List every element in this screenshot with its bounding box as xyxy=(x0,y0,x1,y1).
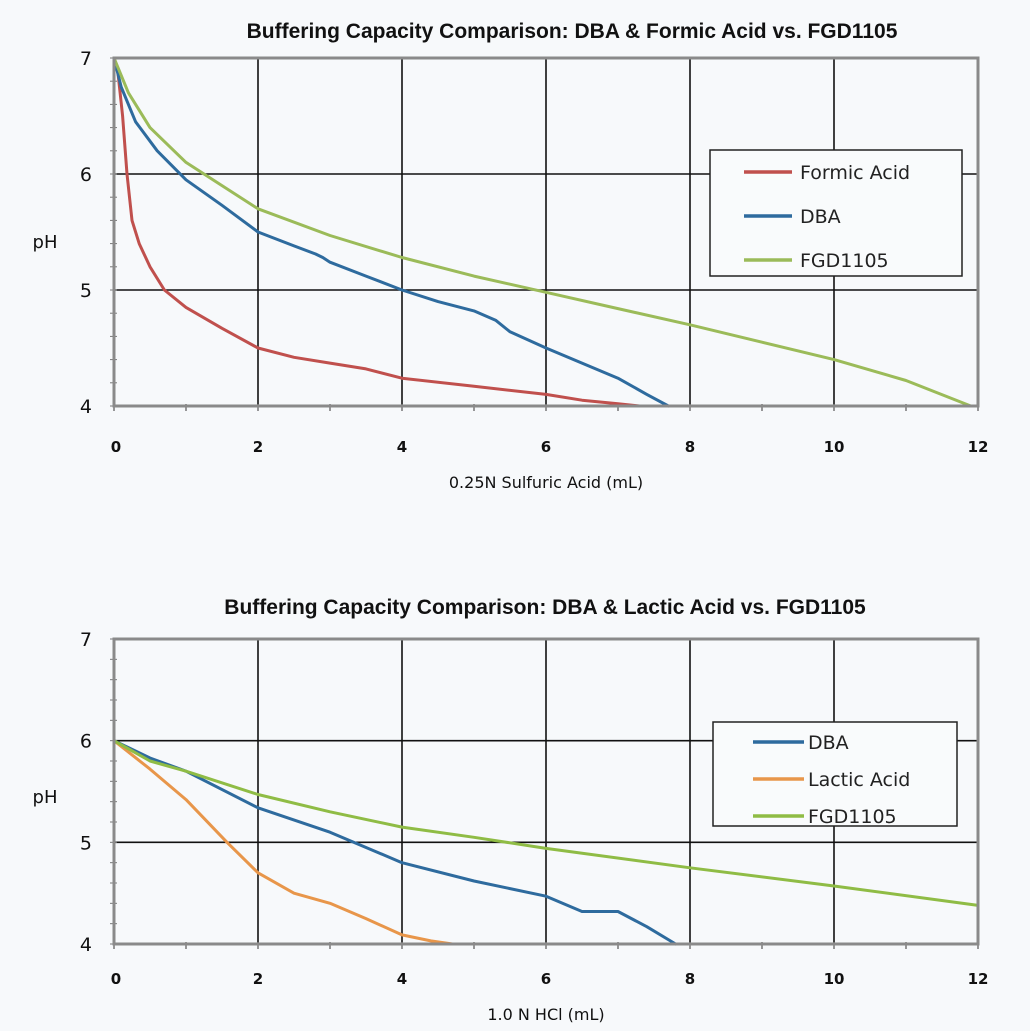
y-tick-label: 4 xyxy=(80,396,92,418)
x-tick-label: 10 xyxy=(824,970,845,988)
series-line-fgd1105 xyxy=(112,739,980,907)
x-tick-label: 6 xyxy=(541,970,551,988)
legend: Formic Acid DBA FGD1105 xyxy=(709,149,963,277)
x-tick-label: 12 xyxy=(968,970,989,988)
plot-frame xyxy=(112,637,980,946)
y-tick-label: 7 xyxy=(80,629,92,651)
legend-label: DBA xyxy=(800,206,841,228)
y-axis-ticks: 4 5 6 7 xyxy=(80,629,92,956)
legend-label: FGD1105 xyxy=(808,806,897,828)
series-line-formic-acid xyxy=(112,56,642,408)
x-axis-ticks: 0 2 4 6 8 10 12 xyxy=(111,438,989,456)
chart-title: Buffering Capacity Comparison: DBA & Lac… xyxy=(224,596,866,619)
legend: DBA Lactic Acid FGD1105 xyxy=(712,721,958,828)
y-tick-label: 5 xyxy=(80,280,92,302)
x-axis-label: 0.25N Sulfuric Acid (mL) xyxy=(449,473,643,492)
y-tick-label: 6 xyxy=(80,731,92,753)
x-tick-label: 0 xyxy=(111,970,121,988)
chart-formic-acid: Buffering Capacity Comparison: DBA & For… xyxy=(33,20,989,492)
y-tick-label: 6 xyxy=(80,164,92,186)
x-tick-label: 10 xyxy=(824,438,845,456)
legend-item: FGD1105 xyxy=(744,250,889,272)
legend-label: DBA xyxy=(808,732,849,754)
series-line-lactic-acid xyxy=(112,739,454,946)
legend-item: DBA xyxy=(753,732,849,754)
series-line-dba xyxy=(112,56,670,408)
legend-label: FGD1105 xyxy=(800,250,889,272)
y-axis-ticks: 4 5 6 7 xyxy=(80,48,92,418)
y-tick-label: 4 xyxy=(80,934,92,956)
legend-label: Lactic Acid xyxy=(808,769,910,791)
y-axis-label: pH xyxy=(33,232,58,253)
x-tick-label: 0 xyxy=(111,438,121,456)
x-tick-label: 4 xyxy=(397,438,407,456)
legend-box xyxy=(712,721,958,827)
y-tick-label: 5 xyxy=(80,832,92,854)
chart-title: Buffering Capacity Comparison: DBA & For… xyxy=(247,20,898,43)
legend-item: FGD1105 xyxy=(753,806,897,828)
x-tick-label: 2 xyxy=(253,970,263,988)
series-layer xyxy=(112,56,973,408)
legend-label: Formic Acid xyxy=(800,162,910,184)
x-tick-label: 6 xyxy=(541,438,551,456)
series-line-fgd1105 xyxy=(112,56,973,408)
series-layer xyxy=(112,739,980,946)
x-axis-label: 1.0 N HCl (mL) xyxy=(487,1005,604,1024)
legend-item: Formic Acid xyxy=(744,162,910,184)
y-axis-label: pH xyxy=(33,787,58,808)
x-axis-ticks: 0 2 4 6 8 10 12 xyxy=(111,970,989,988)
y-tick-label: 7 xyxy=(80,48,92,70)
plot-frame xyxy=(112,56,980,408)
legend-item: Lactic Acid xyxy=(753,769,910,791)
chart-lactic-acid: Buffering Capacity Comparison: DBA & Lac… xyxy=(33,596,989,1024)
x-tick-label: 4 xyxy=(397,970,407,988)
x-tick-label: 2 xyxy=(253,438,263,456)
x-tick-label: 8 xyxy=(685,438,695,456)
x-tick-label: 8 xyxy=(685,970,695,988)
legend-item: DBA xyxy=(744,206,841,228)
x-tick-label: 12 xyxy=(968,438,989,456)
